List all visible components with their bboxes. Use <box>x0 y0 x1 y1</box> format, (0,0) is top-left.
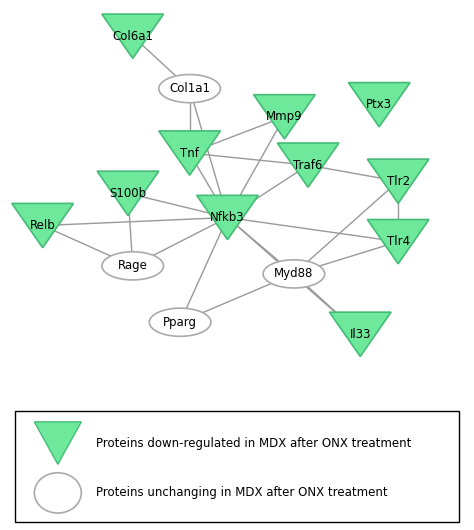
Text: Rage: Rage <box>118 259 148 272</box>
Text: Col1a1: Col1a1 <box>169 82 210 95</box>
Polygon shape <box>34 422 82 464</box>
Text: Ptx3: Ptx3 <box>366 98 392 111</box>
Text: Tlr2: Tlr2 <box>387 175 410 188</box>
FancyBboxPatch shape <box>15 411 459 522</box>
Text: Mmp9: Mmp9 <box>266 110 303 123</box>
Polygon shape <box>197 196 258 240</box>
Polygon shape <box>329 312 391 357</box>
Polygon shape <box>102 14 164 58</box>
Text: Tlr4: Tlr4 <box>387 235 410 248</box>
Text: Col6a1: Col6a1 <box>112 30 153 43</box>
Ellipse shape <box>149 308 211 337</box>
Polygon shape <box>277 143 339 187</box>
Polygon shape <box>12 204 73 248</box>
Text: Nfkb3: Nfkb3 <box>210 211 245 224</box>
Polygon shape <box>367 159 429 204</box>
Text: Traf6: Traf6 <box>293 158 323 172</box>
Text: Proteins down-regulated in MDX after ONX treatment: Proteins down-regulated in MDX after ONX… <box>96 437 411 449</box>
Text: S100b: S100b <box>109 187 146 200</box>
Text: Pparg: Pparg <box>163 316 197 329</box>
Polygon shape <box>367 219 429 264</box>
Text: Proteins unchanging in MDX after ONX treatment: Proteins unchanging in MDX after ONX tre… <box>96 487 388 499</box>
Text: Relb: Relb <box>30 219 55 232</box>
Polygon shape <box>348 83 410 127</box>
Ellipse shape <box>34 473 82 513</box>
Text: Il33: Il33 <box>349 328 371 341</box>
Text: Tnf: Tnf <box>180 147 199 160</box>
Ellipse shape <box>159 75 220 103</box>
Text: Myd88: Myd88 <box>274 268 314 280</box>
Ellipse shape <box>263 260 325 288</box>
Polygon shape <box>97 171 159 216</box>
Polygon shape <box>254 95 315 139</box>
Ellipse shape <box>102 252 164 280</box>
Polygon shape <box>159 131 220 175</box>
